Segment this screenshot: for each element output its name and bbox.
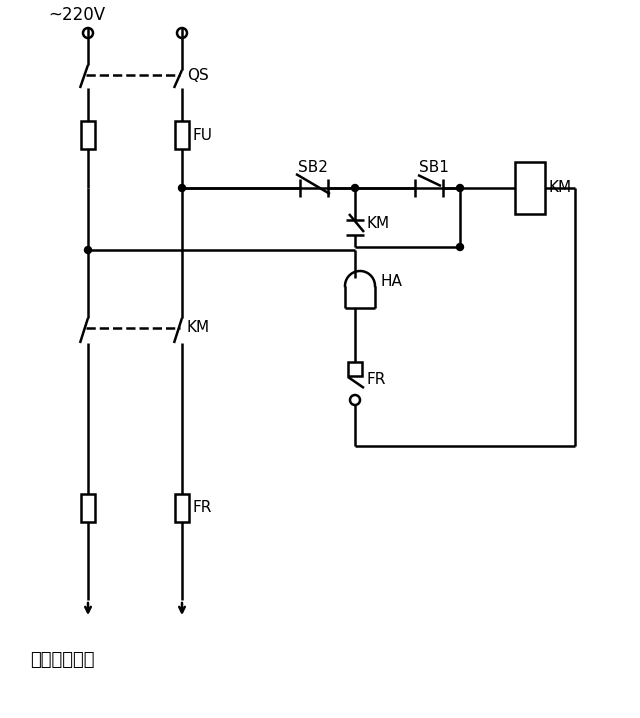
Text: HA: HA	[380, 274, 402, 289]
Circle shape	[456, 185, 463, 192]
Text: SB2: SB2	[298, 161, 328, 175]
Text: QS: QS	[187, 68, 209, 83]
Circle shape	[179, 185, 186, 192]
Text: 接进户电源线: 接进户电源线	[30, 651, 95, 669]
Text: FR: FR	[367, 373, 387, 388]
Circle shape	[351, 185, 358, 192]
Bar	[81, 494, 95, 522]
Bar	[175, 494, 189, 522]
Text: KM: KM	[187, 320, 210, 335]
Text: FR: FR	[192, 500, 211, 516]
Circle shape	[84, 246, 92, 253]
Text: KM: KM	[548, 180, 571, 195]
Bar	[81, 121, 95, 149]
Text: SB1: SB1	[419, 161, 449, 175]
Text: ~220V: ~220V	[48, 6, 105, 24]
Bar	[175, 121, 189, 149]
Bar	[515, 162, 545, 214]
Bar	[348, 362, 362, 376]
Circle shape	[456, 243, 463, 251]
Text: FU: FU	[192, 128, 212, 142]
Text: KM: KM	[366, 217, 389, 231]
